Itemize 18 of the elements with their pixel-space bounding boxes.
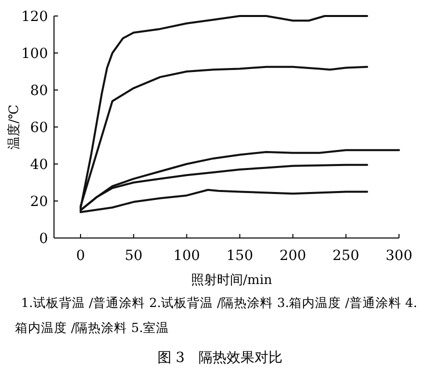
y-tick-label: 100: [21, 46, 48, 62]
y-axis-title: 温度/℃: [6, 104, 22, 150]
x-tick-label: 150: [226, 248, 254, 264]
x-tick-label: 300: [386, 248, 412, 264]
y-tick-label: 60: [30, 120, 48, 136]
y-tick-label: 20: [30, 194, 48, 210]
y-tick-label: 80: [30, 83, 48, 99]
text: 1.试板背温 /普通涂料 2.试板背温 /隔热涂料 3.箱内温度 /普通涂料 4.箱内温度 /隔热涂料 5.室温: [15, 294, 418, 337]
x-axis-title: 照射时间/min: [190, 273, 273, 288]
x-tick-label: 100: [173, 248, 200, 264]
x-tick-label: 50: [124, 248, 143, 264]
y-tick-label: 0: [39, 231, 48, 247]
x-tick-label: 200: [279, 248, 306, 264]
x-tick-label: 250: [332, 248, 360, 264]
y-tick-label: 40: [30, 157, 48, 173]
x-tick-label: 0: [76, 248, 85, 264]
text: 图 3 隔热效果对比: [157, 350, 283, 366]
y-tick-label: 120: [21, 9, 48, 25]
